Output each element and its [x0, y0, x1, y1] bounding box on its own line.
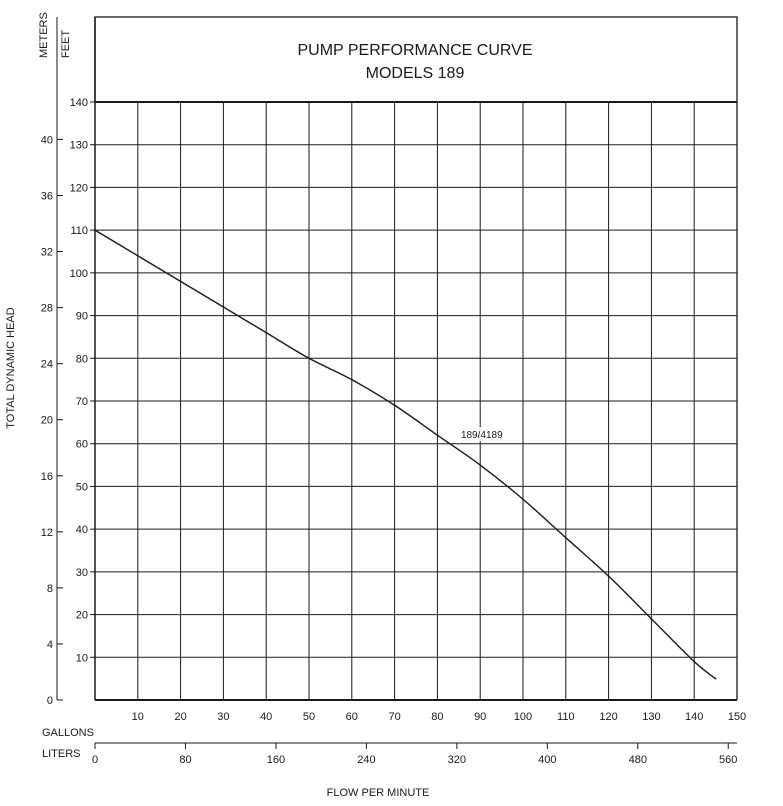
gallons-tick-label: 50	[303, 711, 315, 723]
series-point	[436, 434, 439, 437]
meters-axis-unit: METERS	[38, 12, 50, 58]
series-point	[714, 677, 717, 680]
meters-tick-label: 20	[41, 415, 53, 427]
series-point	[222, 306, 225, 308]
feet-axis-unit: FEET	[60, 30, 72, 58]
series-point	[522, 498, 524, 501]
feet-tick-label: 40	[76, 524, 88, 536]
gallons-tick-label: 120	[599, 711, 617, 723]
feet-tick-label: 70	[76, 396, 88, 408]
gallons-tick-label: 40	[260, 711, 272, 723]
meters-tick-label: 0	[47, 695, 53, 707]
meters-tick-label: 8	[47, 583, 53, 595]
gallons-axis-unit: GALLONS	[42, 727, 94, 739]
liters-tick-label: 160	[267, 754, 285, 766]
liters-tick-label: 400	[538, 754, 556, 766]
chart-title: PUMP PERFORMANCE CURVE	[298, 42, 533, 59]
feet-tick-label: 60	[76, 439, 88, 451]
feet-tick-label: 20	[76, 610, 88, 622]
title-box	[94, 16, 738, 103]
gallons-tick-label: 150	[728, 711, 746, 723]
feet-tick-label: 120	[70, 182, 88, 194]
feet-tick-label: 30	[76, 567, 88, 579]
feet-tick-label: 130	[70, 140, 88, 152]
series-point	[650, 617, 653, 620]
feet-tick-label: 90	[76, 311, 88, 323]
series-point	[607, 575, 610, 578]
series-point	[350, 378, 353, 381]
series-point	[479, 464, 482, 466]
meters-tick-label: 16	[41, 471, 53, 483]
gallons-tick-label: 90	[474, 711, 486, 723]
series-label-bg	[457, 427, 506, 442]
gallons-tick-label: 60	[346, 711, 358, 723]
grid-lines	[95, 102, 737, 700]
feet-tick-label: 80	[76, 353, 88, 365]
feet-tick-label: 110	[70, 225, 88, 237]
series-point	[308, 357, 310, 360]
gallons-tick-label: 80	[431, 711, 443, 723]
feet-tick-label: 100	[70, 268, 88, 280]
gallons-tick-label: 100	[514, 711, 532, 723]
gallons-tick-label: 30	[217, 711, 229, 723]
y-axis-title: TOTAL DYNAMIC HEAD	[5, 307, 17, 428]
meters-tick-label: 36	[41, 191, 53, 203]
meters-tick-label: 32	[41, 247, 53, 259]
liters-tick-label: 0	[92, 754, 98, 766]
liters-tick-label: 240	[357, 754, 375, 766]
liters-axis-unit: LITERS	[42, 748, 81, 760]
chart-subtitle: MODELS 189	[366, 65, 465, 82]
gallons-tick-label: 70	[388, 711, 400, 723]
gallons-tick-label: 10	[132, 711, 144, 723]
series-label: 189/4189	[461, 430, 503, 441]
feet-tick-label: 50	[76, 481, 88, 493]
liters-tick-label: 480	[629, 754, 647, 766]
series-line-189-4189	[94, 229, 717, 680]
liters-tick-label: 560	[719, 754, 737, 766]
series-point	[693, 660, 696, 663]
gallons-tick-label: 140	[685, 711, 703, 723]
series-point	[393, 404, 396, 407]
series-point	[564, 536, 567, 539]
liters-tick-label: 320	[448, 754, 466, 766]
meters-tick-label: 28	[41, 303, 53, 315]
meters-tick-label: 40	[41, 134, 53, 146]
tick-labels: 1020304050607080901001101201301400481216…	[41, 97, 746, 766]
series-point	[265, 331, 268, 334]
series-point	[179, 280, 182, 283]
feet-tick-label: 10	[76, 652, 88, 664]
gallons-tick-label: 130	[642, 711, 660, 723]
gallons-tick-label: 110	[557, 711, 575, 723]
meters-tick-label: 12	[41, 527, 53, 539]
gallons-tick-label: 20	[174, 711, 186, 723]
series-point	[136, 254, 139, 257]
series-point	[94, 229, 96, 232]
x-axis-title: FLOW PER MINUTE	[327, 787, 430, 799]
feet-tick-label: 140	[70, 97, 88, 109]
meters-tick-label: 24	[41, 359, 53, 371]
liters-tick-label: 80	[179, 754, 191, 766]
meters-tick-label: 4	[47, 639, 53, 651]
series-layer: 189/4189	[94, 229, 717, 680]
chart-frame	[56, 16, 738, 744]
